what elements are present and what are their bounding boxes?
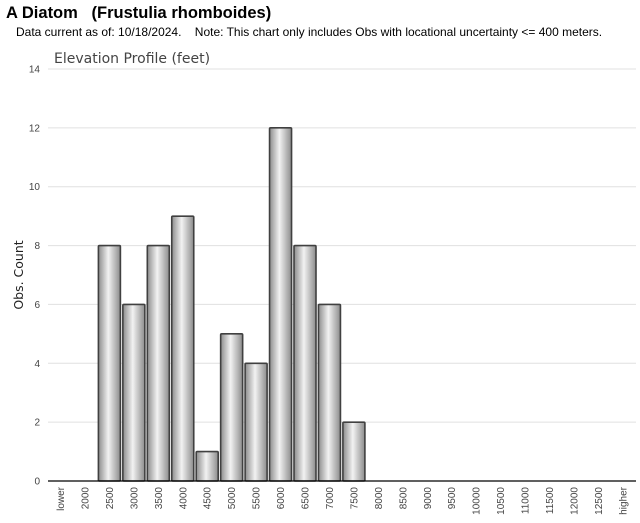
x-tick-label: 8000 — [374, 487, 385, 510]
x-tick-label: 11500 — [545, 487, 556, 515]
data-note: Data current as of: 10/18/2024. Note: Th… — [16, 25, 603, 39]
x-tick-label: 7000 — [325, 487, 336, 510]
y-tick-label: 12 — [29, 123, 41, 134]
x-tick-label: 4500 — [203, 487, 214, 510]
x-tick-label: 12000 — [569, 487, 580, 515]
x-tick-label: 9500 — [447, 487, 458, 510]
x-tick-label: 7500 — [349, 487, 360, 510]
x-tick-label: 5000 — [227, 487, 238, 510]
x-tick-label: 3500 — [154, 487, 165, 510]
bar-2500 — [97, 244, 122, 482]
y-axis-label: Obs. Count — [11, 240, 26, 309]
y-tick-label: 2 — [34, 418, 40, 429]
x-tick-label: 2500 — [105, 487, 116, 510]
x-tick-label: 11000 — [521, 487, 532, 515]
bar-5500 — [244, 362, 268, 482]
x-tick-label: 8500 — [398, 487, 409, 510]
x-tick-label: 6000 — [276, 487, 287, 510]
grid-lines — [48, 68, 636, 423]
bars — [97, 127, 366, 482]
y-tick-label: 6 — [34, 300, 40, 311]
x-tick-label: lower — [56, 486, 67, 511]
y-tick-label: 10 — [29, 182, 41, 193]
x-tick-label: 5500 — [252, 487, 263, 510]
x-tick-label: higher — [618, 486, 629, 514]
y-tick-label: 0 — [34, 477, 40, 488]
chart-title: Elevation Profile (feet) — [54, 51, 210, 67]
bar-3000 — [122, 303, 146, 482]
bar-4000 — [170, 215, 195, 482]
x-tick-label: 6500 — [301, 487, 312, 510]
x-tick-label: 10000 — [472, 487, 483, 515]
x-tick-label: 12500 — [594, 487, 605, 515]
x-tick-labels: lower 2000 2500 3000 3500 4000 4500 5000 5500 600… — [56, 486, 629, 514]
bar-6500 — [293, 244, 317, 482]
x-tick-label: 3000 — [129, 487, 140, 510]
bar-4500 — [195, 450, 219, 482]
species-title: A Diatom (Frustulia rhomboides) — [6, 4, 272, 22]
bar-5000 — [219, 333, 244, 482]
bar-6000 — [268, 127, 293, 482]
bar-7000 — [317, 303, 342, 482]
y-tick-labels: 0 2 4 6 8 10 12 14 — [29, 65, 41, 488]
y-tick-label: 4 — [34, 359, 40, 370]
x-tick-label: 10500 — [496, 487, 507, 515]
x-tick-label: 4000 — [178, 487, 189, 510]
x-tick-label: 2000 — [80, 487, 91, 510]
bar-3500 — [146, 244, 171, 482]
bar-7500 — [342, 421, 366, 482]
x-tick-label: 9000 — [423, 487, 434, 510]
y-tick-label: 8 — [34, 241, 40, 252]
y-tick-label: 14 — [29, 65, 41, 76]
